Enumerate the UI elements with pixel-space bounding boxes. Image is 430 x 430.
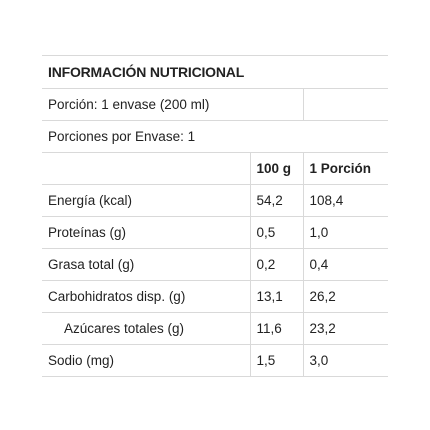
value-per-portion: 23,2 [302,312,389,345]
table-row: Carbohidratos disp. (g) 13,1 26,2 [42,280,389,313]
serving-size: Porción: 1 envase (200 ml) [42,88,303,121]
nutrient-label: Grasa total (g) [42,248,250,281]
value-per-portion: 108,4 [302,184,389,217]
nutrition-facts-table: INFORMACIÓN NUTRICIONAL Porción: 1 envas… [42,55,389,377]
table-title: INFORMACIÓN NUTRICIONAL [42,55,389,89]
value-per-portion: 0,4 [302,248,389,281]
column-header-portion: 1 Porción [302,152,389,185]
value-per-100g: 1,5 [249,344,303,377]
nutrition-table-container: INFORMACIÓN NUTRICIONAL Porción: 1 envas… [42,55,389,377]
nutrient-label: Sodio (mg) [42,344,250,377]
column-header-100g: 100 g [249,152,303,185]
value-per-100g: 0,5 [249,216,303,249]
value-per-100g: 54,2 [249,184,303,217]
value-per-portion: 26,2 [302,280,389,313]
servings-per-container-row: Porciones por Envase: 1 [42,120,389,153]
nutrient-label: Energía (kcal) [42,184,250,217]
table-row: Grasa total (g) 0,2 0,4 [42,248,389,281]
serving-size-row: Porción: 1 envase (200 ml) [42,88,389,121]
table-row: Energía (kcal) 54,2 108,4 [42,184,389,217]
column-header-empty-cell [42,152,250,185]
column-header-row: 100 g 1 Porción [42,152,389,185]
table-row: Sodio (mg) 1,5 3,0 [42,344,389,377]
value-per-100g: 11,6 [249,312,303,345]
nutrient-label: Carbohidratos disp. (g) [42,280,250,313]
nutrient-label: Proteínas (g) [42,216,250,249]
table-title-row: INFORMACIÓN NUTRICIONAL [42,55,389,89]
value-per-100g: 13,1 [249,280,303,313]
nutrient-sublabel: Azúcares totales (g) [42,312,250,345]
serving-size-empty-cell [302,88,389,121]
table-row: Azúcares totales (g) 11,6 23,2 [42,312,389,345]
servings-per-container: Porciones por Envase: 1 [42,120,389,153]
table-row: Proteínas (g) 0,5 1,0 [42,216,389,249]
value-per-portion: 1,0 [302,216,389,249]
value-per-portion: 3,0 [302,344,389,377]
value-per-100g: 0,2 [249,248,303,281]
